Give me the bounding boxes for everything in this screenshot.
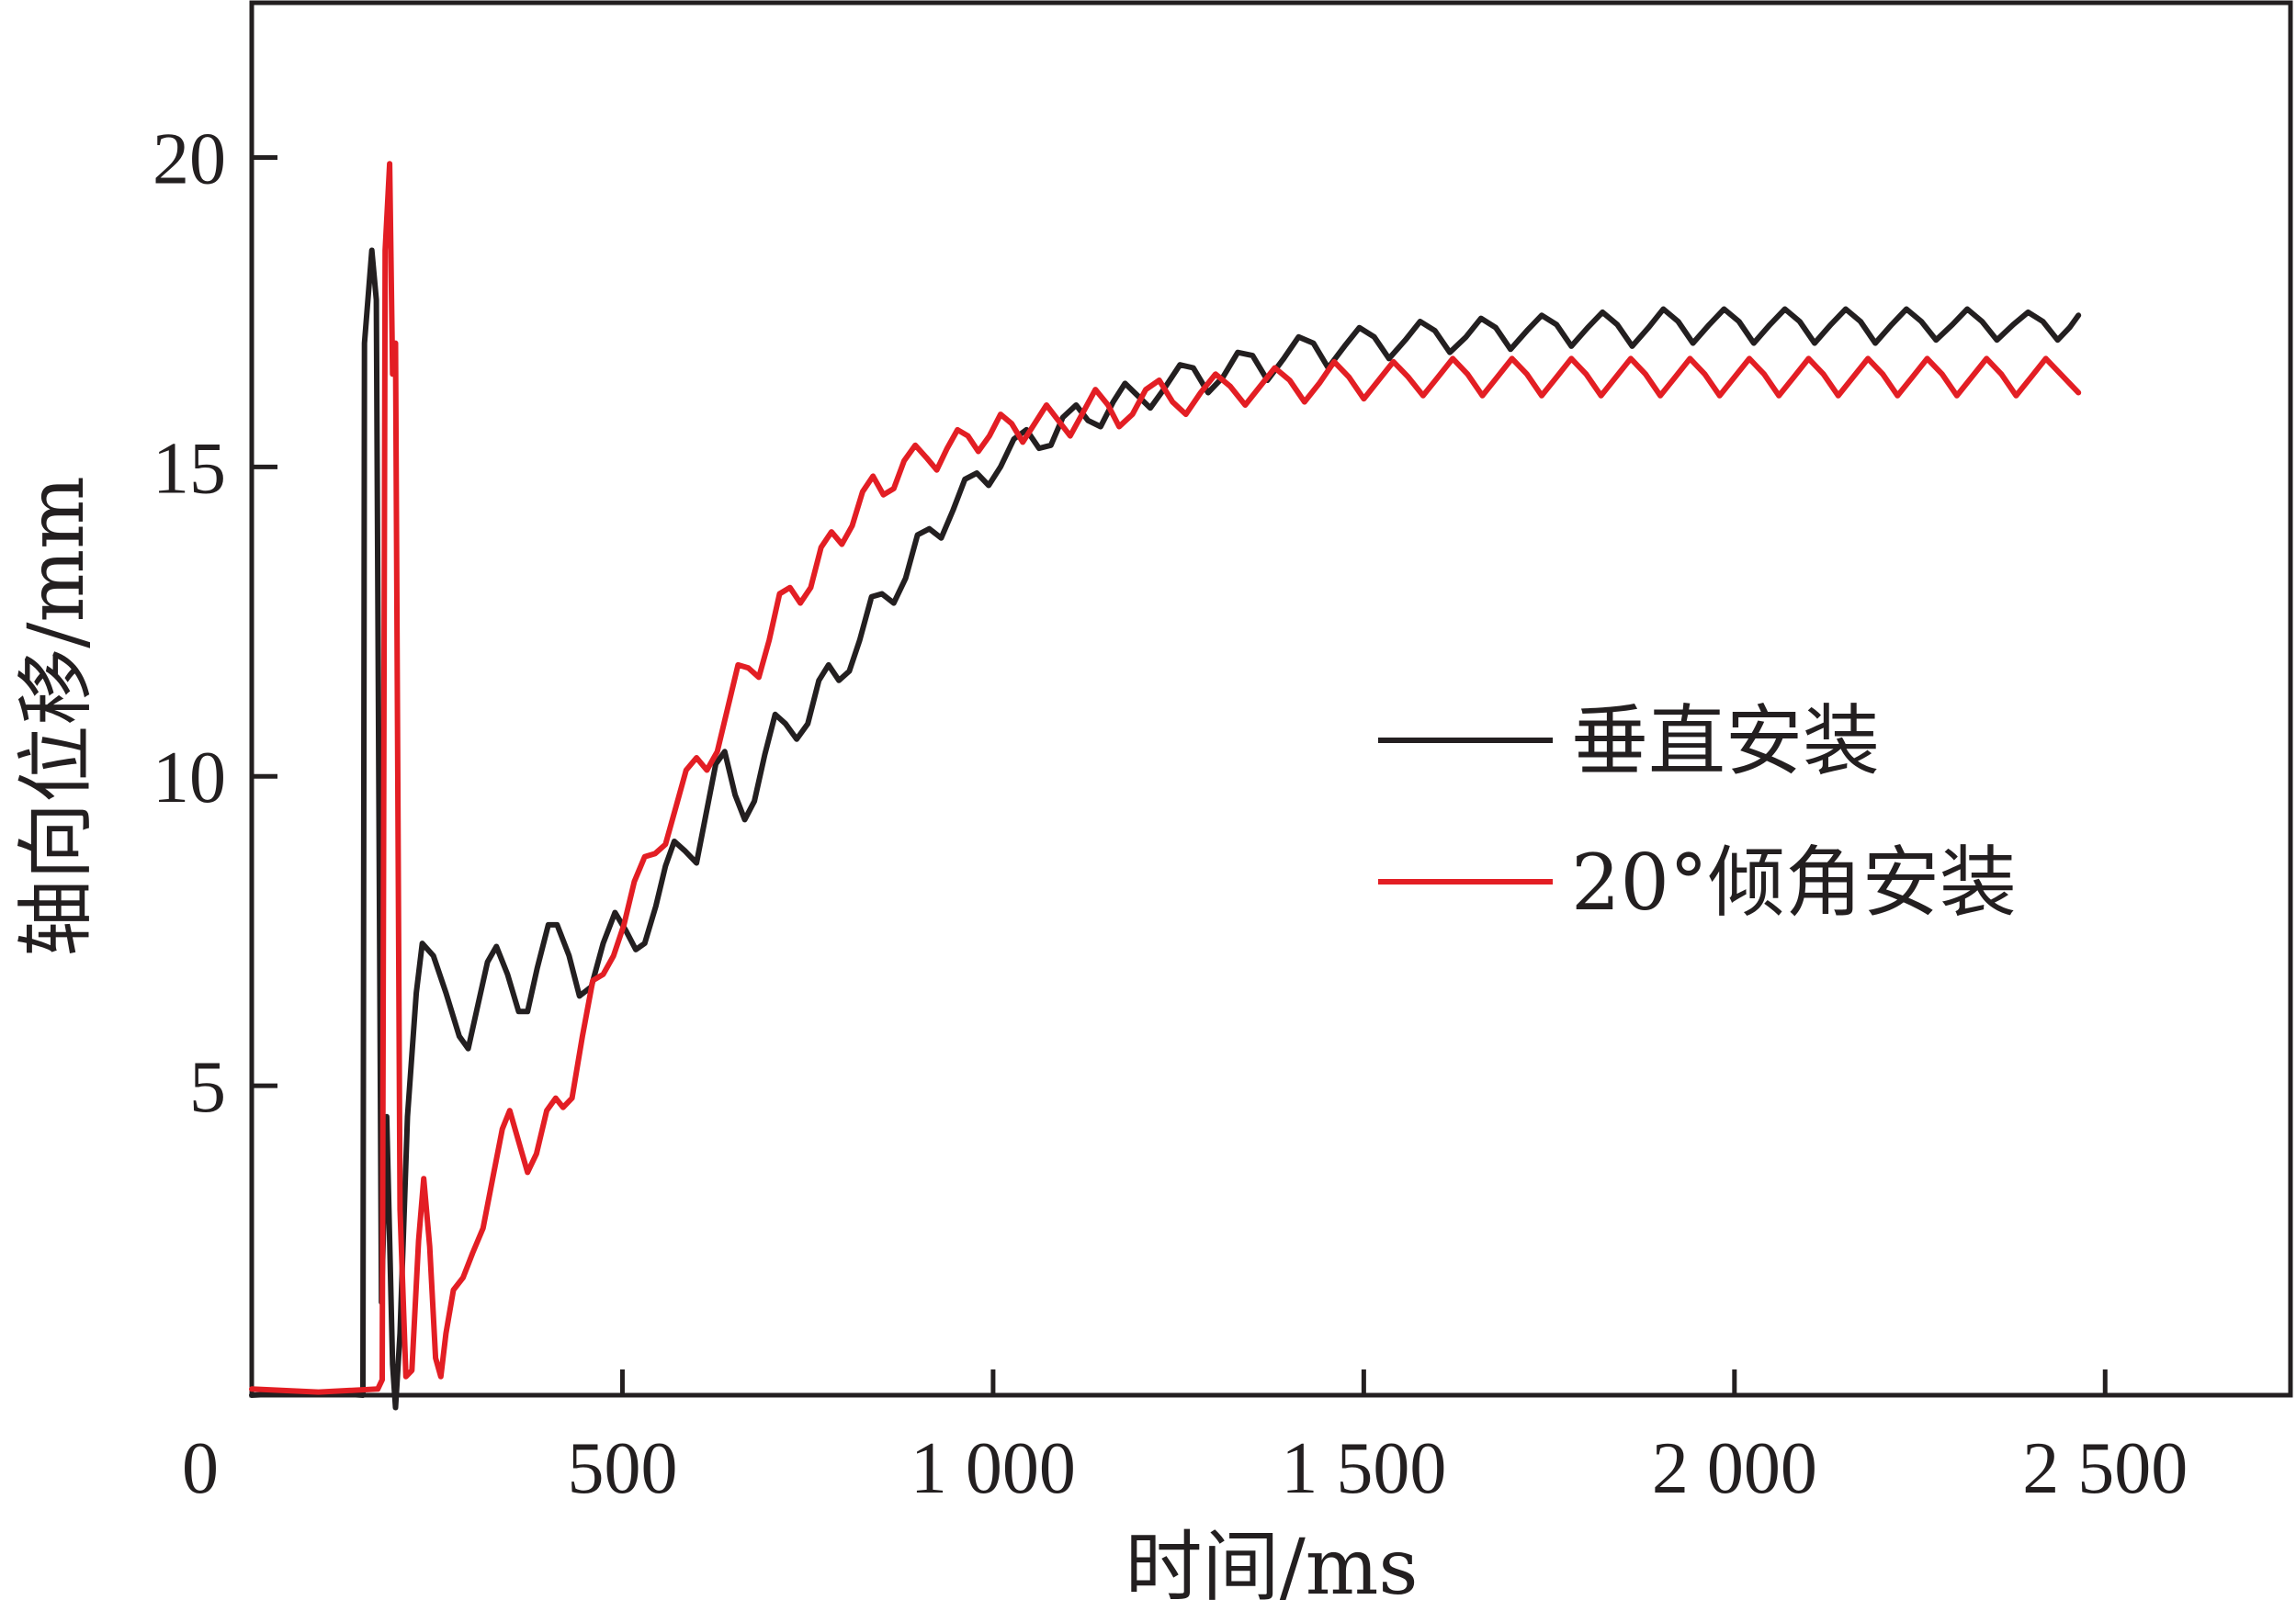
x-tick-label: 1 500 — [1281, 1428, 1446, 1509]
legend: 垂直安装 20°倾角安装 — [1378, 696, 2017, 928]
y-tick-label: 15 — [153, 428, 226, 509]
y-tick-label: 5 — [189, 1047, 226, 1128]
x-tick-label: 500 — [567, 1428, 677, 1509]
series-line-vertical — [249, 247, 2082, 1411]
axis-ticks: 0 500 1 000 1 500 2 000 2 500 5 10 15 20 — [153, 118, 2188, 1509]
legend-label-tilted: 20°倾角安装 — [1571, 838, 2017, 928]
x-axis-title: 时间/ms — [1125, 1522, 1418, 1600]
y-tick-label: 20 — [153, 118, 226, 199]
series-group — [249, 161, 2082, 1411]
x-tick-label: 2 000 — [1652, 1428, 1817, 1509]
x-tick-label: 1 000 — [910, 1428, 1076, 1509]
x-tick-label: 2 500 — [2022, 1428, 2188, 1509]
y-axis-title: 轴向位移/mm — [11, 476, 101, 957]
y-tick-label: 10 — [153, 738, 226, 818]
series-line-tilted — [249, 161, 2082, 1395]
x-tick-label: 0 — [182, 1428, 219, 1509]
plot-frame — [249, 0, 2293, 1398]
legend-label-vertical: 垂直安装 — [1571, 696, 1880, 786]
